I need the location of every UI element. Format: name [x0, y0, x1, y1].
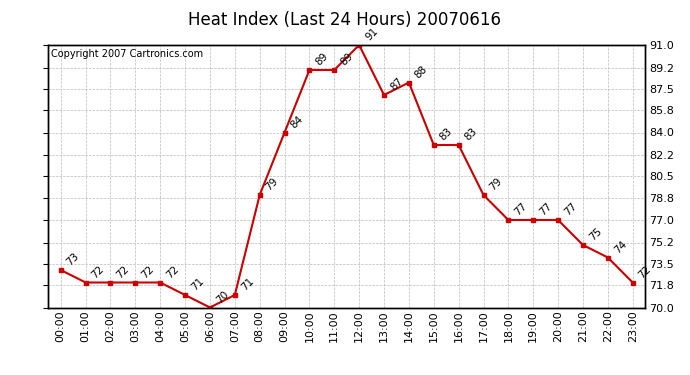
Text: 91: 91	[364, 26, 380, 43]
Text: 72: 72	[139, 264, 156, 280]
Text: 74: 74	[612, 239, 629, 255]
Text: 72: 72	[164, 264, 181, 280]
Text: 77: 77	[538, 201, 554, 218]
Text: 79: 79	[264, 176, 280, 193]
Text: 72: 72	[115, 264, 131, 280]
Text: 87: 87	[388, 76, 404, 93]
Text: 75: 75	[587, 226, 604, 243]
Text: 72: 72	[90, 264, 106, 280]
Text: 71: 71	[189, 276, 206, 293]
Text: 83: 83	[438, 126, 455, 143]
Text: 89: 89	[339, 51, 355, 68]
Text: 73: 73	[65, 251, 81, 268]
Text: 89: 89	[313, 51, 330, 68]
Text: 70: 70	[214, 289, 230, 305]
Text: 71: 71	[239, 276, 255, 293]
Text: Copyright 2007 Cartronics.com: Copyright 2007 Cartronics.com	[51, 49, 204, 59]
Text: 88: 88	[413, 64, 429, 80]
Text: 83: 83	[463, 126, 480, 143]
Text: 77: 77	[562, 201, 579, 218]
Text: 77: 77	[513, 201, 529, 218]
Text: Heat Index (Last 24 Hours) 20070616: Heat Index (Last 24 Hours) 20070616	[188, 11, 502, 29]
Text: 72: 72	[637, 264, 653, 280]
Text: 79: 79	[488, 176, 504, 193]
Text: 84: 84	[288, 114, 305, 130]
